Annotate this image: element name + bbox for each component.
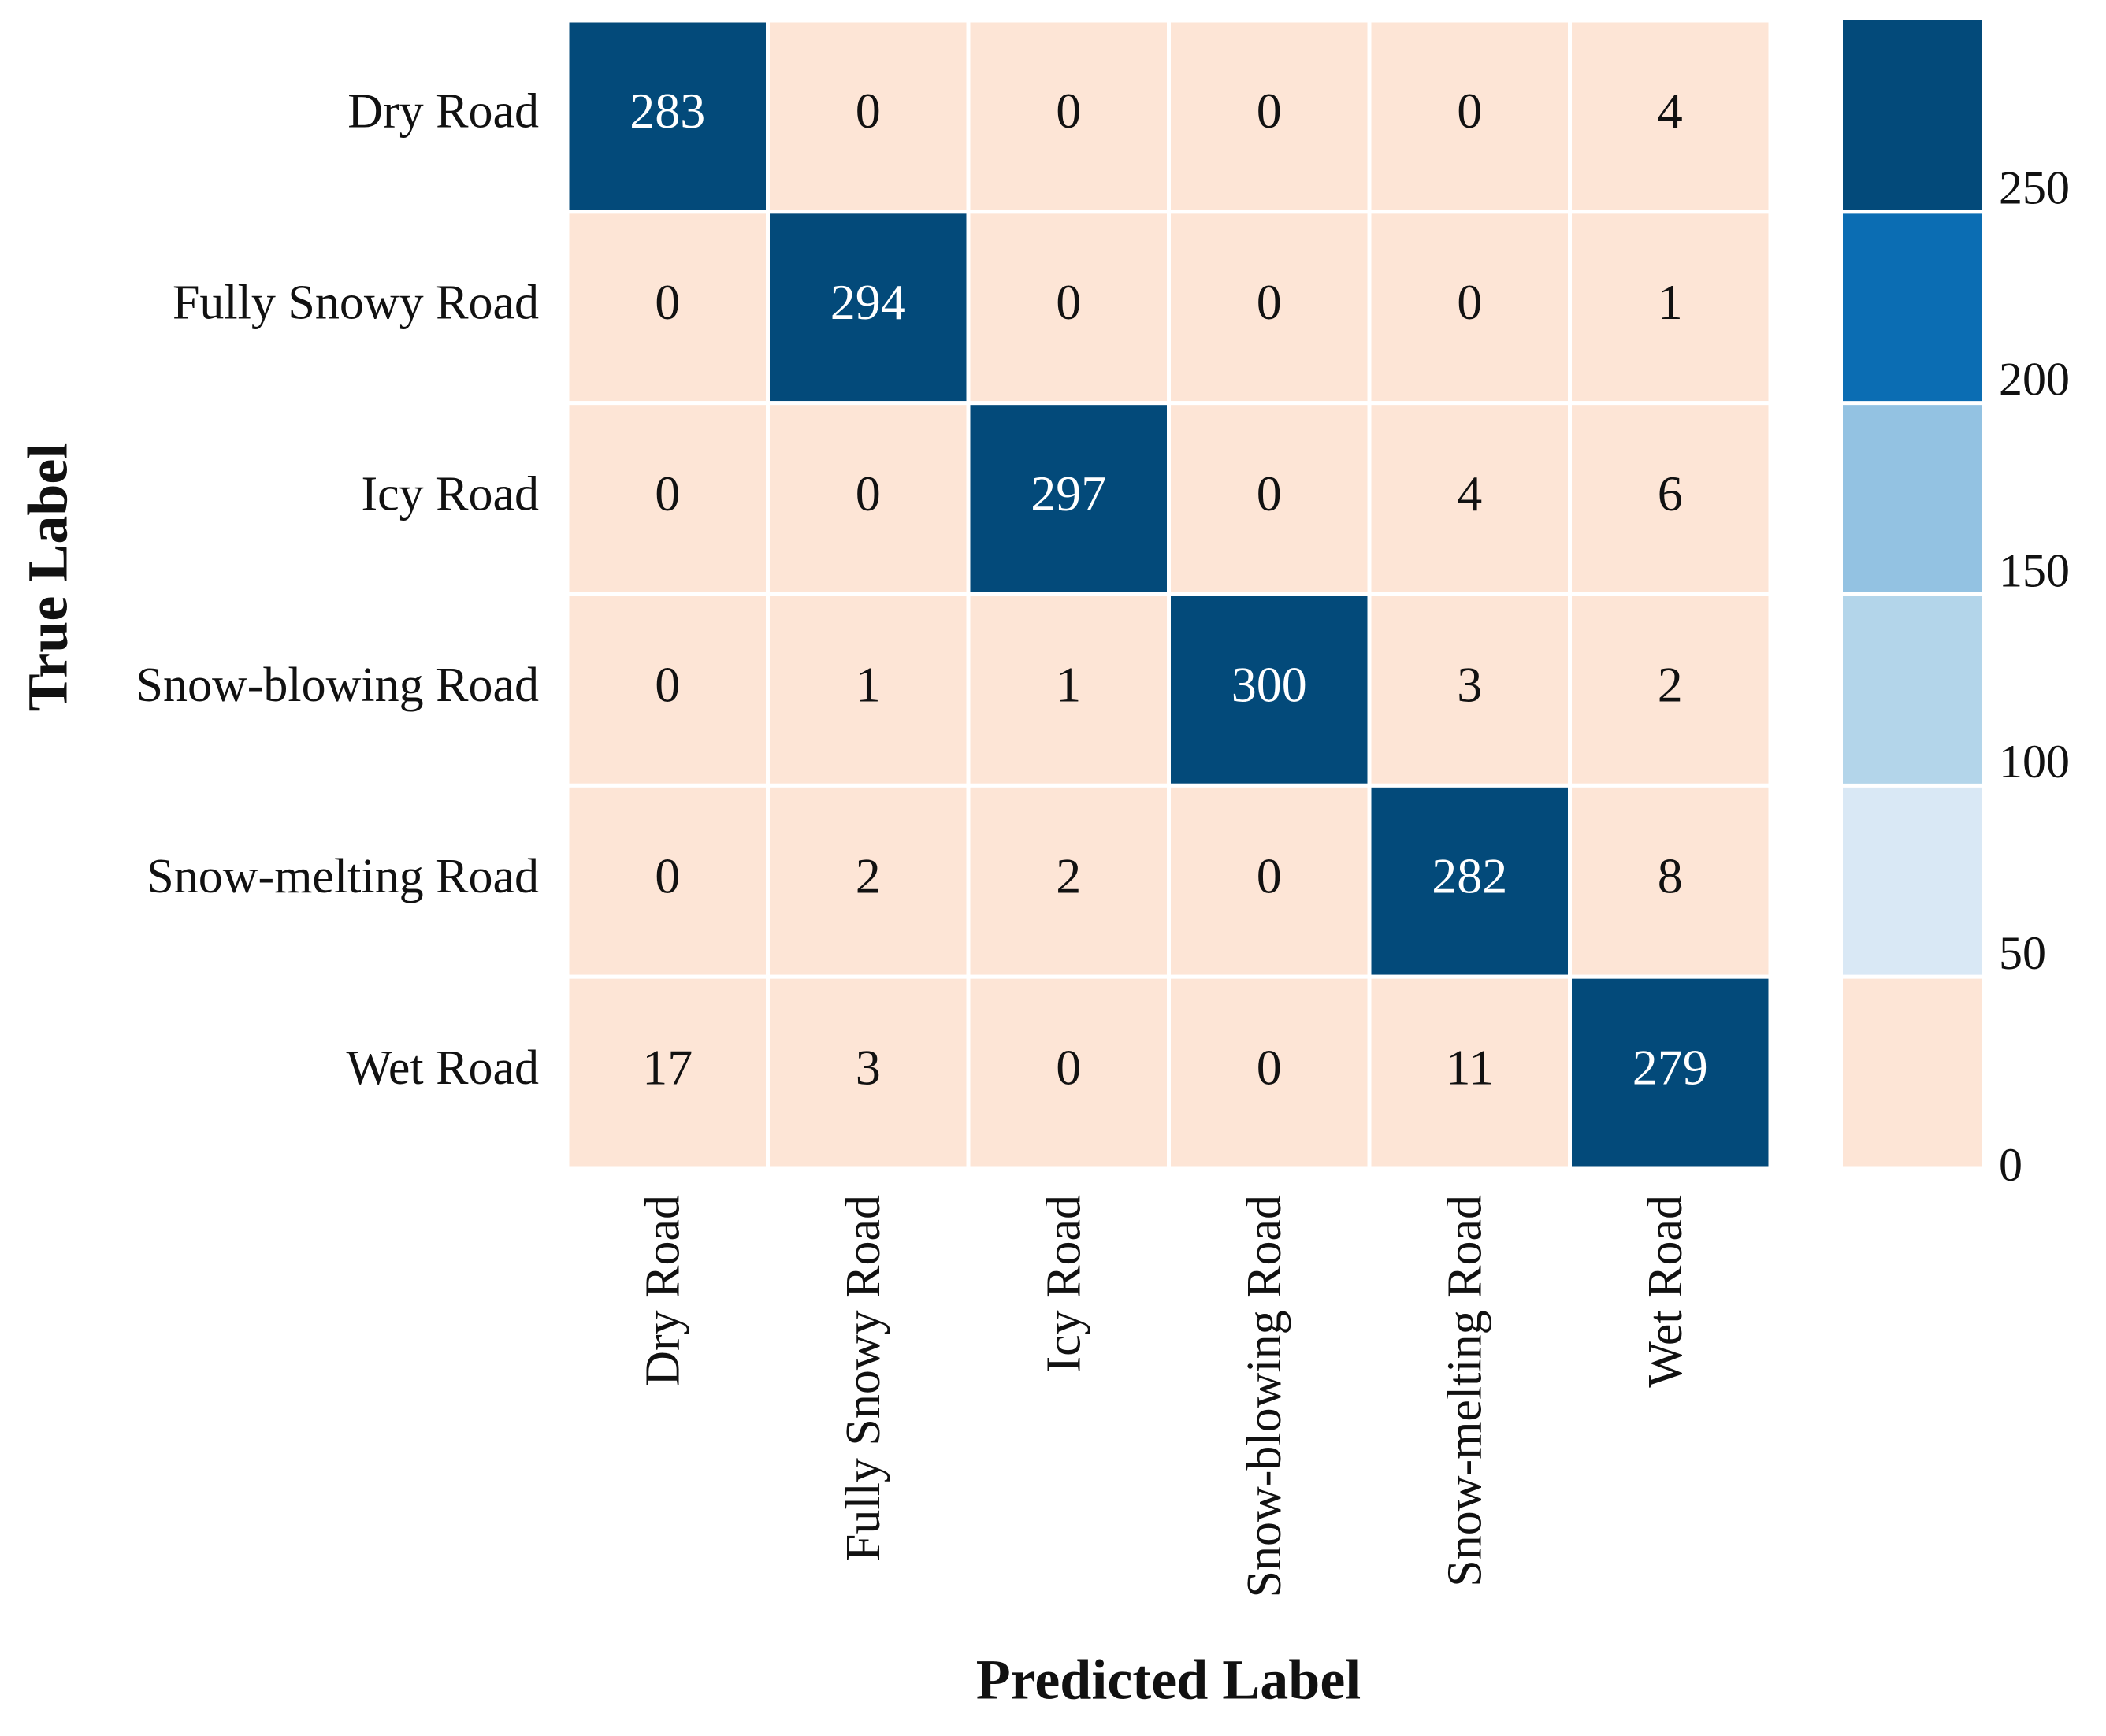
cell-label: 8 (1658, 848, 1683, 903)
heatmap-cell (1568, 783, 1773, 979)
cell-label: 0 (1257, 466, 1282, 521)
cell-label: 3 (1457, 657, 1482, 713)
heatmap-cell (1367, 974, 1572, 1170)
heatmap-cell (766, 592, 971, 788)
cell-label: 0 (1056, 83, 1081, 139)
cell-label: 0 (1457, 274, 1482, 330)
y-tick-label: Snow-blowing Road (136, 658, 540, 712)
cell-label: 17 (642, 1039, 693, 1095)
cell-label: 2 (1658, 657, 1683, 713)
colorbar-segment (1843, 977, 1982, 1168)
x-tick-label: Dry Road (636, 1195, 689, 1386)
colorbar-segment (1843, 211, 1982, 403)
heatmap-cell (1568, 401, 1773, 596)
heatmap-cell (1568, 210, 1773, 406)
heatmap-cell (766, 210, 971, 406)
cell-label: 297 (1031, 466, 1106, 521)
cell-label: 0 (1056, 1039, 1081, 1095)
cell-label: 0 (1257, 848, 1282, 903)
heatmap-cell (1367, 592, 1572, 788)
heatmap-cell (966, 18, 1171, 214)
cell-label: 0 (1457, 83, 1482, 139)
colorbar-tick-label: 150 (1999, 544, 2070, 596)
y-tick-label: Wet Road (346, 1041, 539, 1095)
heatmap-cell (1167, 210, 1372, 406)
x-tick-label: Fully Snowy Road (837, 1195, 890, 1561)
cell-label: 0 (1056, 274, 1081, 330)
cell-label: 2 (856, 848, 881, 903)
heatmap-cell (1367, 401, 1572, 596)
colorbar-segment (1843, 785, 1982, 977)
cell-label: 0 (856, 466, 881, 521)
cell-label: 6 (1658, 466, 1683, 521)
y-tick-label: Snow-melting Road (147, 850, 539, 903)
heatmap-cell (766, 18, 971, 214)
x-axis-label: Predicted Label (976, 1649, 1361, 1712)
cell-label: 0 (1257, 83, 1282, 139)
heatmap-cell (766, 401, 971, 596)
heatmap-cell (1167, 592, 1372, 788)
heatmap-cell (1568, 18, 1773, 214)
cell-label: 4 (1658, 83, 1683, 139)
colorbar-tick-label: 0 (1999, 1139, 2022, 1191)
x-tick-label: Snow-melting Road (1438, 1195, 1491, 1587)
heatmap-cell (1167, 783, 1372, 979)
cell-label: 279 (1632, 1039, 1708, 1095)
cell-label: 0 (655, 848, 680, 903)
cell-label: 1 (1658, 274, 1683, 330)
x-tick-label: Snow-blowing Road (1238, 1195, 1291, 1598)
cell-label: 1 (1056, 657, 1081, 713)
cell-label: 0 (655, 466, 680, 521)
cell-label: 4 (1457, 466, 1482, 521)
heatmap-cell (565, 592, 770, 788)
y-axis-label: True Label (17, 443, 80, 712)
heatmap-cell (1568, 974, 1773, 1170)
colorbar-segment (1843, 20, 1982, 212)
colorbar-tick-label: 250 (1999, 162, 2070, 214)
heatmap-cell (1568, 592, 1773, 788)
colorbar-segment (1843, 594, 1982, 786)
cell-label: 282 (1432, 848, 1507, 903)
x-tick-label: Wet Road (1639, 1195, 1692, 1388)
x-tick-label: Icy Road (1037, 1195, 1090, 1373)
cell-label: 294 (830, 274, 906, 330)
heatmap-cell (1367, 783, 1572, 979)
colorbar-segment (1843, 402, 1982, 595)
cell-label: 283 (630, 83, 705, 139)
cell-label: 300 (1231, 657, 1307, 713)
colorbar-tick-label: 200 (1999, 353, 2070, 405)
heatmap-cell (1167, 974, 1372, 1170)
heatmap-cell (1167, 401, 1372, 596)
cell-label: 0 (655, 274, 680, 330)
y-tick-label: Icy Road (361, 467, 539, 521)
cell-label: 0 (856, 83, 881, 139)
y-tick-label: Fully Snowy Road (173, 276, 539, 329)
heatmap-cell (966, 783, 1171, 979)
cell-label: 3 (856, 1039, 881, 1095)
cell-label: 0 (655, 657, 680, 713)
colorbar-tick-label: 50 (1999, 927, 2046, 979)
cell-label: 2 (1056, 848, 1081, 903)
cell-label: 1 (856, 657, 881, 713)
cell-label: 0 (1257, 274, 1282, 330)
colorbar-tick-label: 100 (1999, 736, 2070, 788)
cell-label: 11 (1445, 1039, 1494, 1095)
heatmap-cell (966, 592, 1171, 788)
heatmap-cell (565, 974, 770, 1170)
cell-label: 0 (1257, 1039, 1282, 1095)
y-tick-label: Dry Road (347, 85, 539, 139)
heatmap-cell (565, 18, 770, 214)
